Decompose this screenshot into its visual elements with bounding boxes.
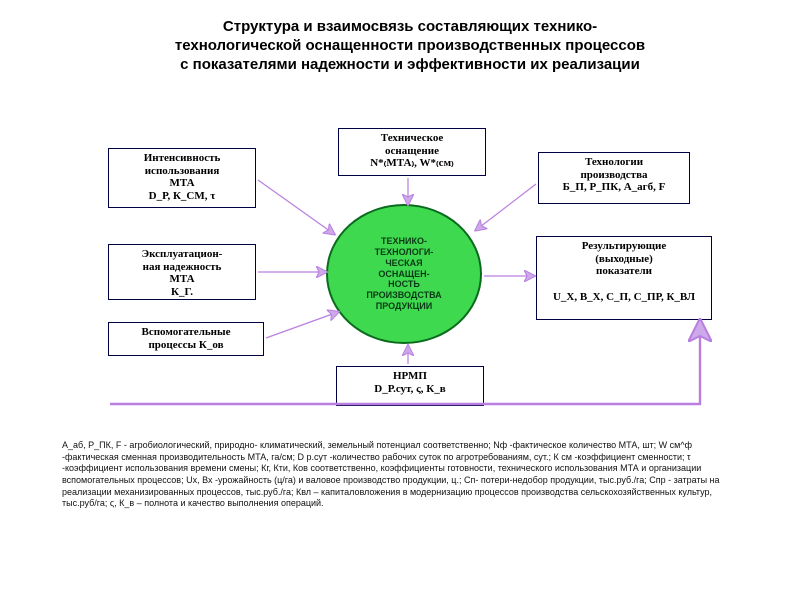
box-result-indicators: Результирующие(выходные)показателиU_X, В… — [536, 236, 712, 320]
box-label: ИнтенсивностьиспользованияМТАD_Р, К_СМ, … — [144, 152, 221, 202]
diagram-stage: Структура и взаимосвязь составляющих тех… — [0, 0, 800, 600]
box-technical-equipment: ТехническоеоснащениеN*₍МТА₎, W*₍см₎ — [338, 128, 486, 176]
box-label: ТехнологиипроизводстваБ_П, Р_ПК, А_агб, … — [563, 156, 666, 193]
box-auxiliary-processes: Вспомогательныепроцессы К_ов — [108, 322, 264, 356]
center-node: ТЕХНИКО-ТЕХНОЛОГИ-ЧЕСКАЯОСНАЩЕН-НОСТЬПРО… — [326, 204, 482, 344]
page-title: Структура и взаимосвязь составляющих тех… — [100, 18, 720, 74]
center-node-label: ТЕХНИКО-ТЕХНОЛОГИ-ЧЕСКАЯОСНАЩЕН-НОСТЬПРО… — [366, 236, 441, 312]
box-intensity-use: ИнтенсивностьиспользованияМТАD_Р, К_СМ, … — [108, 148, 256, 208]
box-nrmp: НРМПD_Р.сут, ς, К_в — [336, 366, 484, 406]
box-label: НРМПD_Р.сут, ς, К_в — [374, 370, 445, 395]
box-label: Эксплуатацион-ная надежностьМТАК_Г. — [142, 248, 223, 298]
box-label: Результирующие(выходные)показателиU_X, В… — [553, 240, 695, 303]
box-label: ТехническоеоснащениеN*₍МТА₎, W*₍см₎ — [370, 132, 454, 169]
legend-text: А_аб, Р_ПК, F - агробиологический, приро… — [62, 440, 738, 510]
box-operational-reliab: Эксплуатацион-ная надежностьМТАК_Г. — [108, 244, 256, 300]
box-technologies: ТехнологиипроизводстваБ_П, Р_ПК, А_агб, … — [538, 152, 690, 204]
box-label: Вспомогательныепроцессы К_ов — [142, 326, 231, 351]
